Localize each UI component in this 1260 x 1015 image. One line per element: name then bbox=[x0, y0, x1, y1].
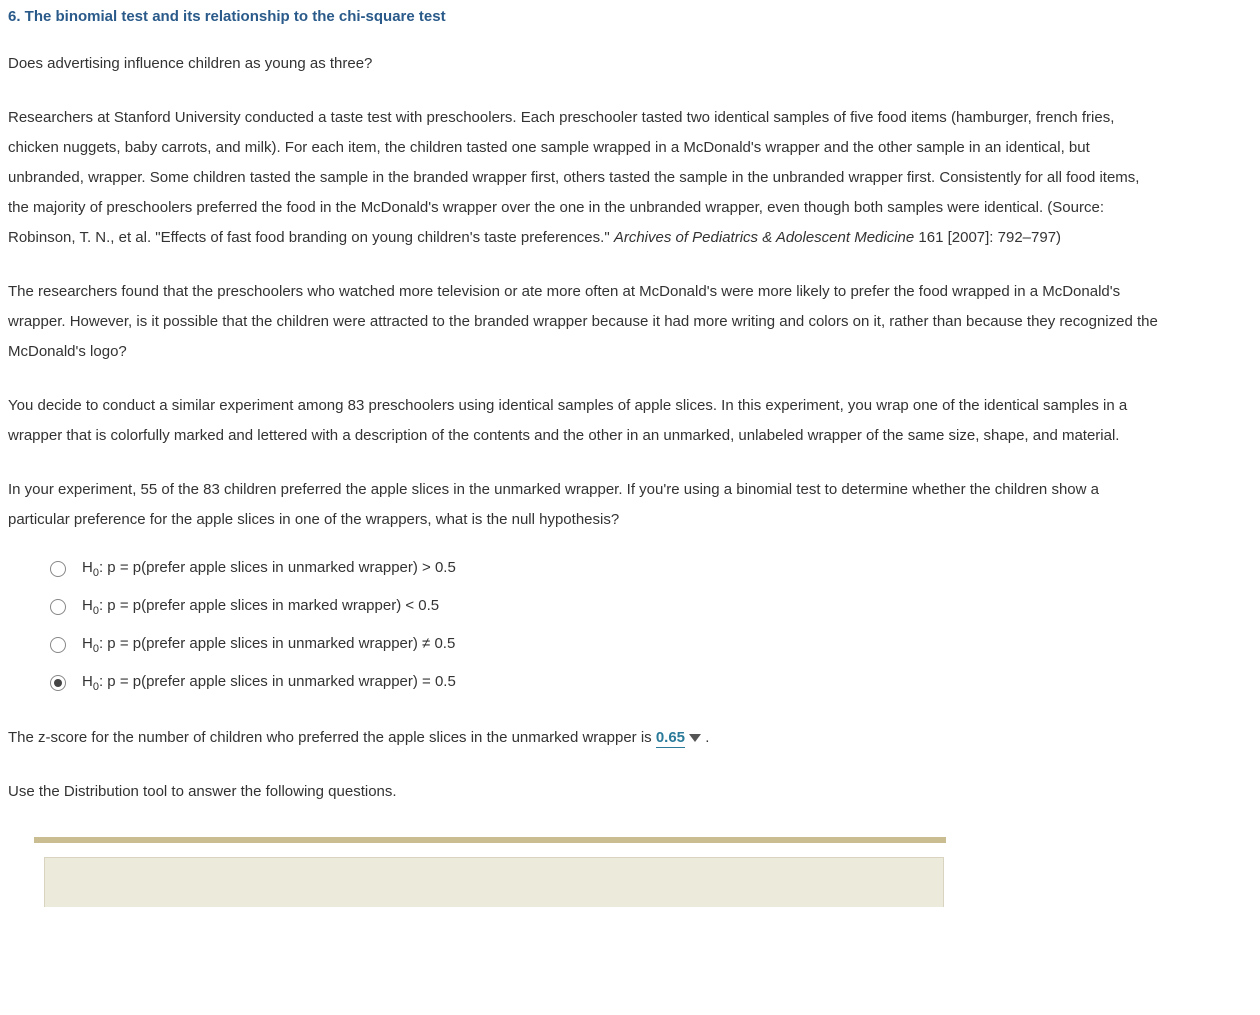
option-a-post: : p = p(prefer apple slices in unmarked … bbox=[99, 559, 456, 576]
option-b-radio[interactable] bbox=[50, 599, 66, 615]
tool-top-bar bbox=[34, 837, 946, 843]
distribution-tool-instruction: Use the Distribution tool to answer the … bbox=[8, 777, 1158, 807]
option-c-radio[interactable] bbox=[50, 637, 66, 653]
option-c-label: H0: p = p(prefer apple slices in unmarke… bbox=[82, 635, 455, 655]
option-a-label: H0: p = p(prefer apple slices in unmarke… bbox=[82, 559, 456, 579]
bg-text-c: 161 [2007]: 792–797) bbox=[914, 229, 1061, 246]
option-d-label: H0: p = p(prefer apple slices in unmarke… bbox=[82, 673, 456, 693]
bg-text-a: Researchers at Stanford University condu… bbox=[8, 109, 1139, 246]
answer-options: H0: p = p(prefer apple slices in unmarke… bbox=[50, 559, 1252, 693]
option-a-row: H0: p = p(prefer apple slices in unmarke… bbox=[50, 559, 1252, 579]
intro-question: Does advertising influence children as y… bbox=[8, 49, 1158, 79]
option-a-radio[interactable] bbox=[50, 561, 66, 577]
option-d-row: H0: p = p(prefer apple slices in unmarke… bbox=[50, 673, 1252, 693]
tool-panel[interactable] bbox=[44, 857, 944, 907]
zscore-line: The z-score for the number of children w… bbox=[8, 723, 1252, 753]
option-a-pre: H bbox=[82, 559, 93, 576]
zscore-dropdown-value[interactable]: 0.65 bbox=[656, 729, 685, 748]
option-d-radio[interactable] bbox=[50, 675, 66, 691]
option-d-pre: H bbox=[82, 673, 93, 690]
option-b-label: H0: p = p(prefer apple slices in marked … bbox=[82, 597, 439, 617]
option-c-row: H0: p = p(prefer apple slices in unmarke… bbox=[50, 635, 1252, 655]
zscore-pre: The z-score for the number of children w… bbox=[8, 729, 656, 746]
distribution-tool-area bbox=[8, 837, 1252, 907]
background-paragraph: Researchers at Stanford University condu… bbox=[8, 103, 1158, 253]
question-paragraph: In your experiment, 55 of the 83 childre… bbox=[8, 475, 1158, 535]
zscore-post: . bbox=[701, 729, 709, 746]
researchers-paragraph: The researchers found that the preschool… bbox=[8, 277, 1158, 367]
option-c-post: : p = p(prefer apple slices in unmarked … bbox=[99, 635, 455, 652]
option-b-row: H0: p = p(prefer apple slices in marked … bbox=[50, 597, 1252, 617]
section-heading: 6. The binomial test and its relationshi… bbox=[8, 8, 1252, 25]
option-b-pre: H bbox=[82, 597, 93, 614]
citation-journal: Archives of Pediatrics & Adolescent Medi… bbox=[614, 229, 914, 246]
option-c-pre: H bbox=[82, 635, 93, 652]
option-b-post: : p = p(prefer apple slices in marked wr… bbox=[99, 597, 439, 614]
experiment-setup-paragraph: You decide to conduct a similar experime… bbox=[8, 391, 1158, 451]
option-d-post: : p = p(prefer apple slices in unmarked … bbox=[99, 673, 456, 690]
dropdown-caret-icon[interactable] bbox=[689, 734, 701, 742]
